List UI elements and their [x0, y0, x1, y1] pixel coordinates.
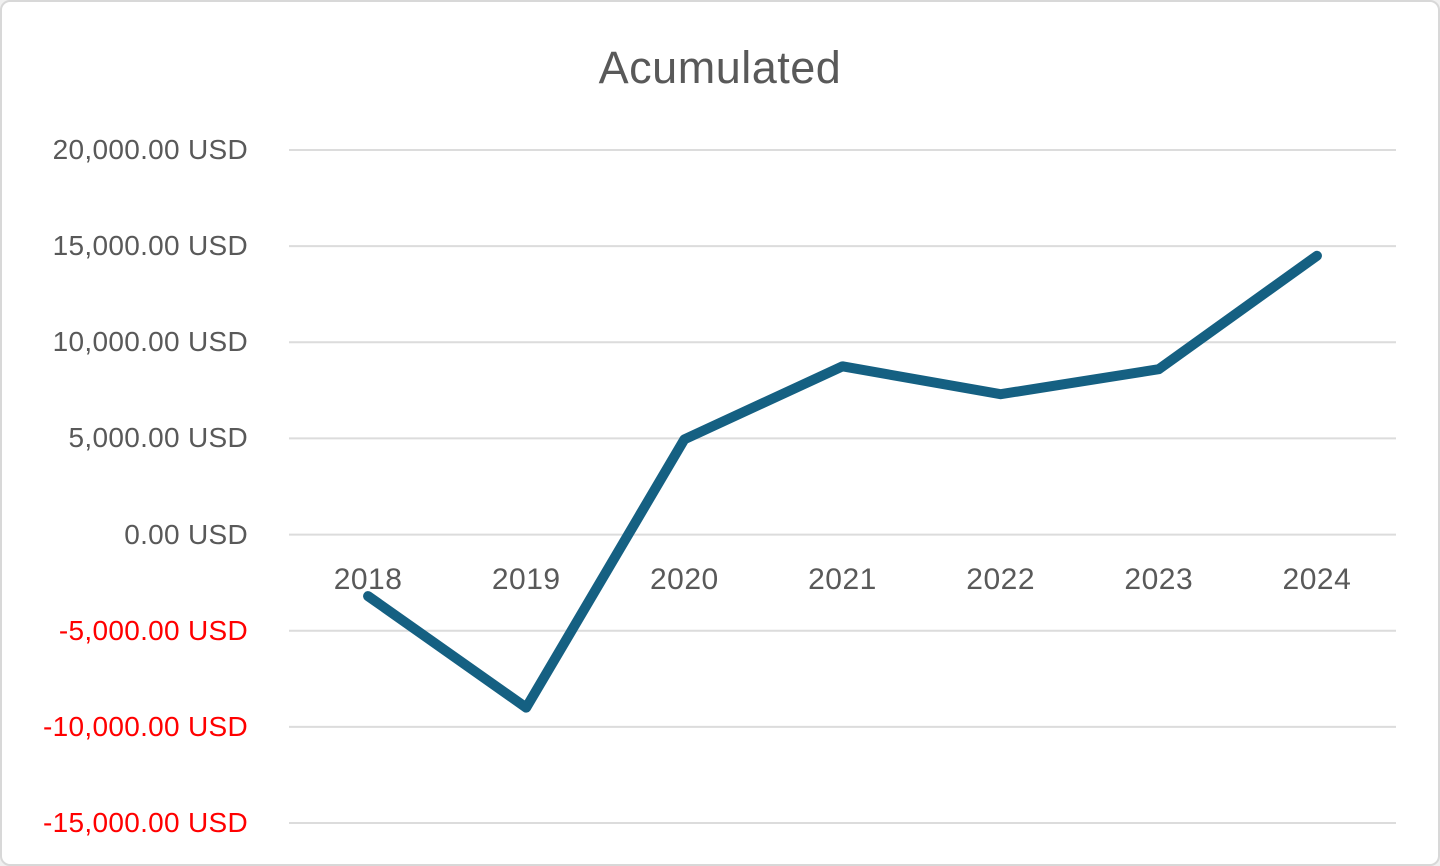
x-axis-tick-label: 2018	[333, 563, 403, 596]
y-axis-tick-label: 10,000.00 USD	[52, 326, 248, 358]
x-axis-tick-label: 2020	[649, 563, 719, 596]
data-series-line	[363, 250, 1322, 713]
x-axis-tick-label: 2023	[1124, 563, 1194, 596]
y-axis-tick-label: 20,000.00 USD	[52, 134, 248, 165]
y-axis-tick-label: 5,000.00 USD	[68, 422, 248, 454]
x-axis-tick-label: 2022	[966, 563, 1036, 596]
chart-title: Acumulated	[598, 42, 842, 93]
x-axis-tick-label: 2021	[808, 563, 877, 596]
y-axis-tick-label: -15,000.00 USD	[43, 807, 248, 838]
y-axis-tick-label: 0.00 USD	[124, 518, 248, 550]
y-axis-tick-label: -10,000.00 USD	[43, 710, 248, 742]
x-axis-tick-label: 2019	[491, 563, 561, 596]
x-axis-tick-label: 2024	[1282, 563, 1352, 596]
y-axis-tick-label: -5,000.00 USD	[58, 614, 248, 646]
y-axis-tick-label: 15,000.00 USD	[52, 230, 248, 262]
